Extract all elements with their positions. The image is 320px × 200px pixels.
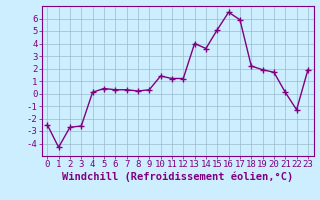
X-axis label: Windchill (Refroidissement éolien,°C): Windchill (Refroidissement éolien,°C) (62, 172, 293, 182)
